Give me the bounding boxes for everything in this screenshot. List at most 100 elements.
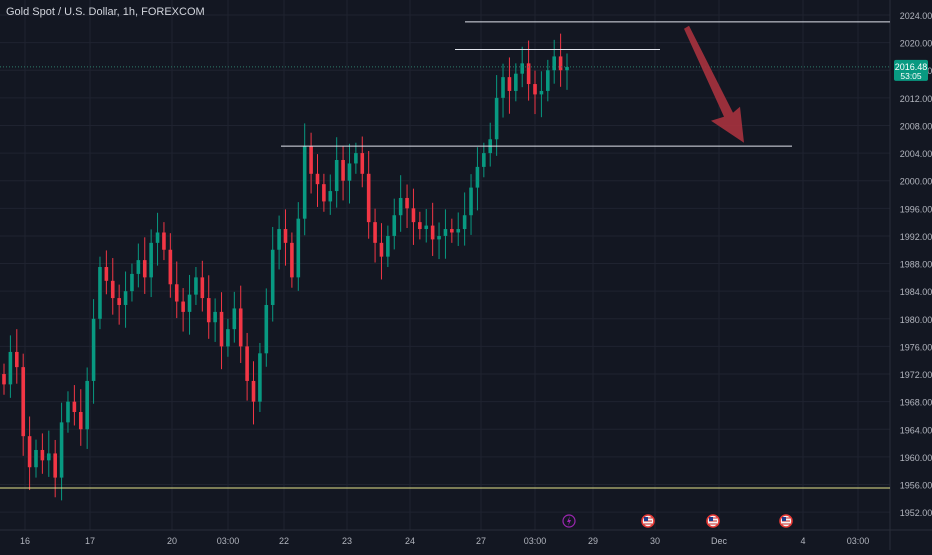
x-tick-label: 27 (476, 536, 486, 546)
us-flag-icon[interactable] (779, 514, 793, 528)
candle-body (565, 66, 569, 71)
candle-body (360, 153, 365, 174)
candle-body (34, 449, 38, 468)
candle-body (245, 346, 249, 381)
candle-body (405, 197, 409, 209)
candle-body (110, 280, 115, 299)
price-tag-value: 2016.48 (895, 62, 928, 72)
candle-body (155, 232, 160, 243)
candle-body (296, 218, 301, 278)
candle-body (546, 70, 550, 91)
price-tag-countdown: 53:05 (900, 71, 922, 81)
x-tick-label: 03:00 (524, 536, 547, 546)
candle-body (443, 229, 448, 236)
candle-body (328, 191, 333, 202)
y-tick-label: 2000.00 (900, 177, 932, 187)
candle-body (91, 318, 96, 381)
candle-body (475, 166, 480, 188)
candle-body (379, 242, 384, 257)
candle-body (334, 159, 339, 192)
candle-body (200, 277, 205, 299)
candle-body (85, 380, 89, 430)
candle-body (213, 311, 217, 323)
candle-body (123, 291, 128, 305)
candle-body (219, 311, 224, 347)
y-tick-label: 1980.00 (900, 315, 932, 325)
candle-body (21, 367, 25, 437)
x-tick-label: 17 (85, 536, 95, 546)
y-tick-label: 2004.00 (900, 149, 932, 159)
x-tick-label: 22 (279, 536, 289, 546)
x-tick-label: 20 (167, 536, 177, 546)
y-tick-label: 2012.00 (900, 94, 932, 104)
candle-body (46, 453, 51, 461)
y-tick-label: 1968.00 (900, 398, 932, 408)
candle-body (251, 380, 256, 402)
x-tick-label: 23 (342, 536, 352, 546)
candle-body (14, 351, 19, 368)
candle-body (450, 229, 454, 233)
candle-body (187, 294, 192, 312)
y-tick-label: 1972.00 (900, 370, 932, 380)
candle-body (194, 277, 198, 295)
candle-body (482, 153, 486, 167)
y-tick-label: 2020.00 (900, 39, 932, 49)
candle-body (392, 215, 397, 236)
candle-body (386, 235, 390, 257)
y-tick-label: 1964.00 (900, 425, 932, 435)
candle-body (552, 56, 557, 71)
symbol-title[interactable]: Gold Spot / U.S. Dollar, 1h, FOREXCOM (6, 6, 205, 18)
x-tick-label: 4 (800, 536, 805, 546)
candle-body (270, 249, 275, 305)
x-tick-label: 24 (405, 536, 415, 546)
x-tick-label: 16 (20, 536, 30, 546)
candle-body (181, 301, 185, 312)
candle-body (142, 260, 147, 278)
candle-body (398, 197, 403, 216)
down-arrow-annotation (684, 25, 744, 143)
us-flag-icon[interactable] (641, 514, 655, 528)
us-flag-icon[interactable] (706, 514, 720, 528)
candle-body (309, 146, 313, 174)
candle-body (494, 97, 499, 140)
candle-body (136, 260, 141, 274)
candle-body (558, 56, 563, 71)
candle-body (8, 351, 13, 385)
y-tick-label: 1976.00 (900, 342, 932, 352)
candle-body (418, 222, 422, 230)
candle-body (514, 73, 518, 91)
candle-body (174, 284, 179, 302)
x-tick-label: Dec (711, 536, 728, 546)
candle-body (424, 225, 429, 230)
candle-body (258, 353, 262, 402)
candle-body (501, 77, 505, 98)
candle-body (469, 187, 473, 216)
candle-body (507, 77, 512, 91)
candle-body (232, 308, 237, 330)
candle-body (66, 401, 70, 423)
lightning-icon[interactable] (562, 514, 576, 528)
x-tick-label: 29 (588, 536, 598, 546)
candle-body (72, 401, 77, 413)
candle-body (366, 173, 371, 223)
candle-body (322, 184, 326, 202)
candle-body (27, 436, 32, 468)
candle-body (533, 84, 537, 95)
candle-body (539, 90, 544, 95)
candle-body (520, 63, 525, 74)
candle-body (411, 208, 416, 223)
candle-body (283, 229, 288, 243)
y-tick-label: 1988.00 (900, 260, 932, 270)
candle-body (373, 222, 377, 243)
y-tick-label: 1996.00 (900, 204, 932, 214)
candle-body (430, 225, 435, 240)
candle-body (168, 249, 173, 285)
candle-body (2, 374, 6, 385)
price-tag-bg (894, 59, 928, 81)
x-tick-label: 03:00 (217, 536, 240, 546)
candle-body (238, 308, 243, 347)
x-tick-label: 03:00 (847, 536, 870, 546)
candle-body (40, 449, 45, 461)
